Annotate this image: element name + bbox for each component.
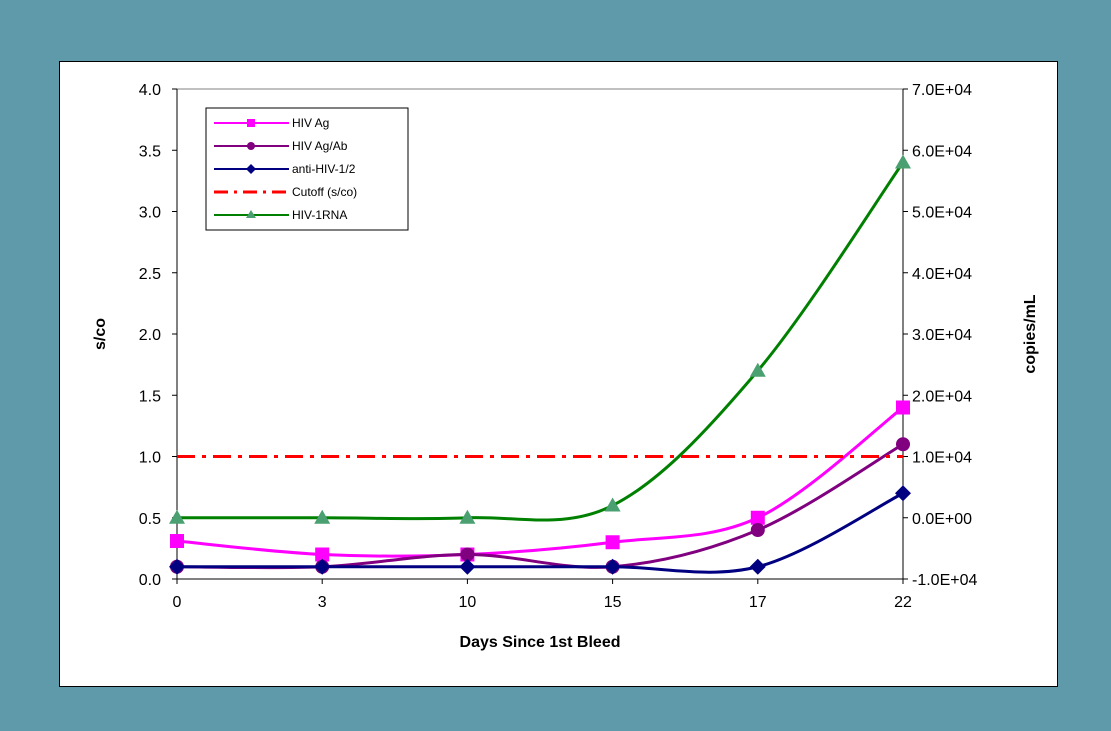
x-tick-label: 17: [749, 594, 767, 611]
data-point-hiv-ag-ab: [460, 547, 475, 562]
legend-item-hiv-1rna: HIV-1RNA: [214, 208, 347, 222]
y2-tick-label: 5.0E+04: [912, 205, 972, 222]
legend-marker: [247, 119, 255, 127]
legend-label: HIV Ag: [292, 116, 329, 130]
data-point-hiv-ag: [315, 547, 330, 562]
x-tick-label: 0: [173, 594, 182, 611]
legend-marker: [246, 164, 256, 174]
data-point-hiv-1rna: [749, 362, 766, 377]
legend-label: Cutoff (s/co): [292, 185, 357, 199]
y2-tick-label: 6.0E+04: [912, 143, 972, 160]
legend-marker: [246, 210, 256, 218]
x-axis-title: Days Since 1st Bleed: [460, 634, 621, 651]
data-point-hiv-1rna: [314, 509, 331, 524]
y-tick-label: 2.0: [139, 327, 161, 344]
y2-tick-label: 7.0E+04: [912, 82, 972, 99]
y-tick-label: 1.0: [139, 450, 161, 467]
legend-label: HIV Ag/Ab: [292, 139, 348, 153]
legend-label: anti-HIV-1/2: [292, 162, 356, 176]
series-hiv-1rna: [169, 154, 911, 524]
data-point-anti-hiv-1-2: [169, 558, 185, 575]
y-axis-title: s/co: [92, 318, 109, 350]
series-anti-hiv-1-2: [169, 485, 911, 575]
y-tick-label: 2.5: [139, 266, 161, 283]
y-tick-label: 3.5: [139, 143, 161, 160]
data-point-hiv-1rna: [604, 497, 621, 512]
data-point-hiv-1rna: [169, 509, 185, 524]
series-line-anti-hiv-1-2: [177, 491, 904, 574]
data-point-hiv-1rna: [459, 509, 476, 524]
y2-tick-label: -1.0E+04: [912, 572, 977, 589]
x-tick-label: 10: [459, 594, 477, 611]
x-tick-label: 22: [894, 594, 912, 611]
y2-axis-title: copies/mL: [1022, 294, 1039, 373]
data-point-hiv-1rna: [895, 154, 911, 169]
y2-tick-label: 0.0E+00: [912, 511, 972, 528]
y-tick-label: 3.0: [139, 205, 161, 222]
data-point-hiv-ag: [896, 400, 910, 415]
data-point-anti-hiv-1-2: [604, 558, 621, 575]
data-point-hiv-ag-ab: [750, 523, 765, 537]
data-point-hiv-ag: [605, 535, 620, 550]
legend: HIV Ag HIV Ag/Ab anti-HIV-1/2 Cutoff (s/co)…: [205, 107, 409, 231]
legend-marker: [247, 142, 255, 150]
legend-item-hiv-ag: HIV Ag: [214, 116, 329, 130]
y2-tick-label: 1.0E+04: [912, 450, 972, 467]
series-hiv-ag: [170, 400, 910, 562]
x-tick-label: 3: [318, 594, 327, 611]
series-line-hiv-ag: [176, 406, 904, 558]
y2-tick-label: 2.0E+04: [912, 388, 972, 405]
data-point-hiv-ag-ab: [896, 437, 910, 452]
x-tick-label: 15: [604, 594, 622, 611]
line-chart: 0.0 0.5 1.0 1.5 2.0 2.5 3.0 3.5 4.0 -1.0E+04 0.0E+…: [92, 82, 1039, 651]
data-point-anti-hiv-1-2: [895, 485, 911, 502]
legend-item-hiv-ag-ab: HIV Ag/Ab: [214, 139, 348, 153]
y-tick-label: 1.5: [139, 388, 161, 405]
y-tick-label: 0.0: [139, 572, 161, 589]
data-point-hiv-ag: [170, 534, 184, 549]
legend-label: HIV-1RNA: [292, 208, 347, 222]
y2-tick-label: 3.0E+04: [912, 327, 972, 344]
chart-frame: 0.0 0.5 1.0 1.5 2.0 2.5 3.0 3.5 4.0 -1.0E+04 0.0E+…: [59, 61, 1058, 687]
legend-item-anti-hiv-1-2: anti-HIV-1/2: [214, 162, 356, 176]
legend-item-cutoff-s-co: Cutoff (s/co): [214, 185, 357, 199]
y-tick-label: 0.5: [139, 511, 161, 528]
data-point-anti-hiv-1-2: [749, 558, 766, 575]
y2-tick-label: 4.0E+04: [912, 266, 972, 283]
series-line-hiv-1rna: [176, 161, 905, 522]
data-point-anti-hiv-1-2: [314, 558, 331, 575]
data-point-hiv-ag: [750, 510, 765, 525]
y-tick-label: 4.0: [139, 82, 161, 99]
data-point-anti-hiv-1-2: [459, 558, 476, 575]
